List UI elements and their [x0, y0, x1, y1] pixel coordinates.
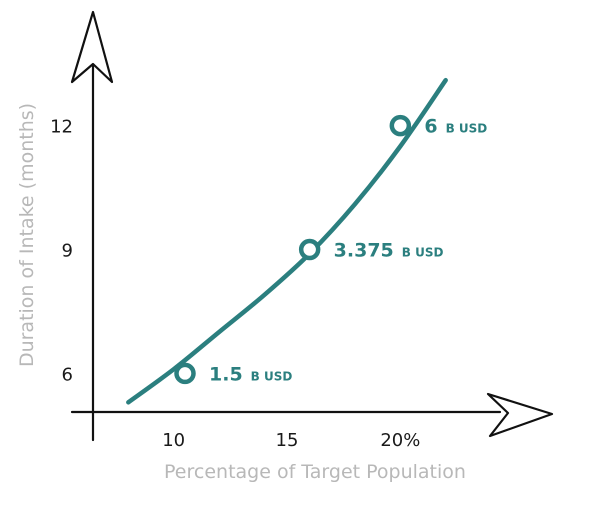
- data-label-unit: B USD: [402, 246, 444, 260]
- y-axis-arrowhead: [70, 10, 114, 84]
- x-tick-label: 15: [276, 430, 299, 451]
- data-labels: 1.5 B USD 3.375 B USD 6 B USD: [209, 116, 487, 386]
- x-tick-label: 20%: [380, 430, 420, 451]
- y-tick-label: 6: [62, 364, 73, 385]
- y-tick-label: 9: [62, 241, 73, 262]
- x-axis-title: Percentage of Target Population: [164, 461, 466, 483]
- data-label: 6 B USD: [424, 116, 487, 138]
- x-axis-arrowhead: [486, 392, 554, 438]
- data-label: 3.375 B USD: [334, 240, 444, 262]
- data-points: [174, 114, 412, 385]
- x-tick-label: 10: [162, 430, 185, 451]
- y-axis-title: Duration of Intake (months): [16, 103, 38, 367]
- data-label-value: 3.375: [334, 240, 394, 262]
- data-point: [389, 114, 412, 137]
- data-label-value: 1.5: [209, 363, 243, 385]
- data-label-value: 6: [424, 116, 437, 138]
- y-tick-label: 12: [50, 117, 73, 138]
- data-point: [174, 362, 196, 385]
- tick-labels: 10 15 20% 6 9 12: [50, 117, 420, 451]
- data-point: [298, 238, 321, 261]
- data-label: 1.5 B USD: [209, 363, 292, 385]
- data-label-unit: B USD: [446, 122, 488, 136]
- data-label-unit: B USD: [251, 369, 293, 383]
